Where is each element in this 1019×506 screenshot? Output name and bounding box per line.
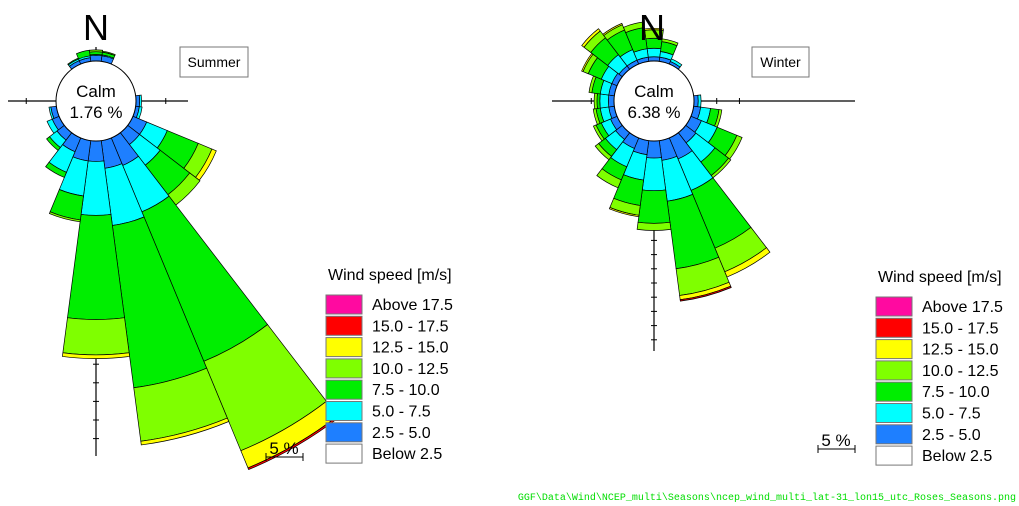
petal-segment [593,92,598,110]
petal-segment [661,38,679,47]
legend-label: 10.0 - 12.5 [372,361,449,378]
legend-label: 5.0 - 7.5 [372,404,431,421]
petal-segment [46,136,61,151]
legend-label: Above 17.5 [372,297,453,314]
calm-value: 6.38 % [628,103,681,122]
calm-circle [55,60,137,142]
legend-swatch [325,315,363,336]
legend-swatch [875,403,913,423]
calm-label: Calm [634,82,674,101]
legend-label: 10.0 - 12.5 [922,363,999,380]
legend-swatch [875,424,913,445]
legend-label: 7.5 - 10.0 [922,384,990,401]
chart-title: Summer [188,54,241,70]
petal-segment [45,161,67,178]
north-label: N [639,7,665,48]
scale-label: 5 % [269,439,298,458]
petal-segment [48,211,81,223]
legend-label: 15.0 - 17.5 [922,320,999,337]
petal-segment [669,58,683,68]
petal-segment [46,118,59,134]
petal-segment [594,143,612,161]
legend-label: 12.5 - 15.0 [372,340,449,357]
legend-swatch [325,443,363,464]
title-box [751,46,810,78]
legend-swatch [325,401,363,421]
legend-swatch [875,296,913,317]
petal-segment [140,417,230,446]
legend-swatch [875,317,913,338]
petal-segment [644,27,664,31]
petal-segment [89,55,103,62]
legend-swatch [875,360,913,381]
calm-value: 1.76 % [70,103,123,122]
chart-title: Winter [760,54,801,70]
legend-swatch [325,337,363,358]
winter-wind-rose: Calm 6.38 % N Winter 5 % Wind speed [m/s] Abov… [552,7,1003,466]
calm-circle [613,60,695,142]
petal-segment [48,106,55,120]
legend-swatch [325,379,363,400]
petal-segment [636,221,672,231]
petal-segment [646,47,662,58]
legend-label: Above 17.5 [922,299,1003,316]
petal-segment [596,168,622,189]
summer-wind-rose: Calm 1.76 % N Summer 5 % Wind speed [m/s] Abov… [8,7,453,471]
legend-label: 7.5 - 10.0 [372,382,440,399]
legend-label: 5.0 - 7.5 [922,406,981,423]
legend-label: 12.5 - 15.0 [922,342,999,359]
legend-swatch [875,381,913,402]
title-box [179,46,249,78]
petal-segment [608,207,640,218]
legend-label: Below 2.5 [372,446,442,463]
petal-segment [592,124,605,142]
petal-segment [247,415,340,471]
petal-segment [102,50,116,56]
legend-swatch [875,339,913,360]
footer-path: GGF\Data\Wind\NCEP_multi\Seasons\ncep_wi… [518,492,1016,504]
petal-segment [679,285,732,302]
legend-swatch [325,422,363,443]
legend-label: 2.5 - 5.0 [922,427,981,444]
legend-swatch [325,294,363,315]
petal-segment [592,108,601,125]
petal-segment [599,93,610,109]
legend-title: Wind speed [m/s] [878,269,1002,286]
petal-segment [138,94,142,108]
petal-segment [623,21,645,34]
petal-segment [602,22,623,36]
petal-segment [61,352,131,359]
petal-segment [637,189,671,224]
legend-label: 15.0 - 17.5 [372,318,449,335]
petal-segment [88,49,104,53]
petal-segment [607,94,615,108]
scale-label: 5 % [821,431,850,450]
petal-segment [697,94,702,108]
legend-label: 2.5 - 5.0 [372,425,431,442]
legend: Wind speed [m/s] Above 17.5 15.0 - 17.5 12.… [875,269,1003,466]
calm-label: Calm [76,82,116,101]
legend-title: Wind speed [m/s] [328,267,452,284]
petal-segment [75,49,91,60]
legend-swatch [875,445,913,466]
north-label: N [83,7,109,48]
legend: Wind speed [m/s] Above 17.5 15.0 - 17.5 12.… [325,267,453,464]
petal-segment [62,317,130,356]
legend-label: Below 2.5 [922,448,992,465]
petal-segment [581,28,601,48]
legend-swatch [325,358,363,379]
